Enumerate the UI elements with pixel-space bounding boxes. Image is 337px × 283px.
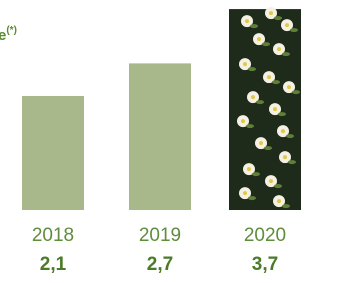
flower-center	[269, 179, 273, 183]
leaf	[274, 184, 282, 188]
leaf	[248, 196, 256, 200]
leaf	[274, 16, 282, 20]
flower-center	[277, 47, 281, 51]
leaf	[248, 67, 256, 71]
leaf	[278, 112, 286, 116]
bar	[129, 63, 191, 210]
flower-center	[243, 191, 247, 195]
flower-center	[287, 85, 291, 89]
flower-center	[273, 107, 277, 111]
leaf	[262, 42, 270, 46]
leaf	[264, 146, 272, 150]
flower-center	[281, 129, 285, 133]
leaf	[252, 172, 260, 176]
chart-title: e(*)	[0, 25, 17, 44]
leaf	[246, 124, 254, 128]
bar	[229, 9, 301, 210]
x-tick-label: 2019	[139, 225, 181, 246]
value-label: 2,1	[40, 254, 67, 275]
flower-center	[243, 62, 247, 66]
leaf	[282, 204, 290, 208]
flower-center	[257, 37, 261, 41]
flower-center	[277, 199, 281, 203]
chart: e(*) 2018 2,1 2019 2,7 2020 3,7	[0, 0, 337, 278]
flower-center	[267, 75, 271, 79]
leaf	[250, 24, 258, 28]
bar	[22, 96, 84, 210]
value-label: 2,7	[147, 254, 173, 275]
flower-center	[283, 155, 287, 159]
flower-center	[247, 167, 251, 171]
leaf	[256, 100, 264, 104]
leaf	[286, 134, 294, 138]
flower-center	[285, 23, 289, 27]
flower-center	[251, 95, 255, 99]
flower-center	[269, 11, 273, 15]
x-tick-label: 2018	[32, 225, 74, 246]
leaf	[288, 160, 296, 164]
title-note: (*)	[6, 25, 17, 36]
flower-center	[259, 141, 263, 145]
leaf	[292, 90, 300, 94]
x-tick-label: 2020	[244, 225, 286, 246]
flower-center	[245, 19, 249, 23]
flower-center	[241, 119, 245, 123]
leaf	[290, 28, 298, 32]
leaf	[282, 52, 290, 56]
page: e(*) 20182,120192,720203,7 (() => { cons…	[0, 0, 337, 278]
value-label: 3,7	[252, 254, 278, 275]
leaf	[272, 80, 280, 84]
